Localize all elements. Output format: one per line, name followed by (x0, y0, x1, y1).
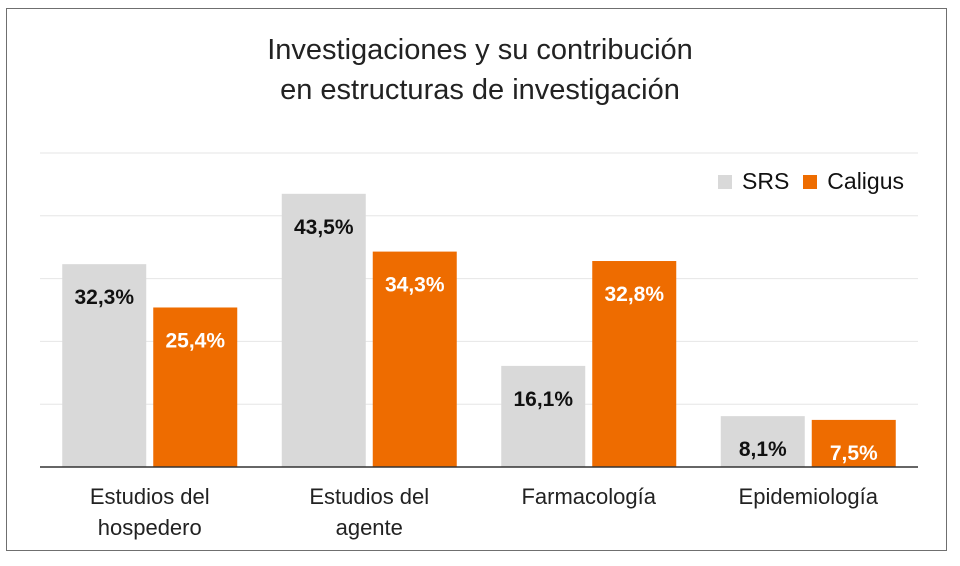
data-label: 34,3% (385, 274, 445, 297)
bar (281, 193, 366, 467)
category-label: Estudios del (90, 484, 210, 509)
bar (372, 251, 457, 467)
category-label: Epidemiología (739, 484, 879, 509)
legend-swatch-caligus (803, 174, 818, 189)
legend-item-srs: SRS (718, 168, 789, 195)
data-label: 8,1% (739, 438, 787, 461)
category-label: hospedero (98, 515, 202, 540)
bar (592, 261, 677, 467)
bar (62, 264, 147, 467)
data-label: 25,4% (165, 329, 225, 352)
category-label: Farmacología (521, 484, 656, 509)
chart-title: Investigaciones y su contribución en est… (0, 30, 960, 110)
chart-legend: SRS Caligus (718, 168, 918, 195)
legend-item-caligus: Caligus (803, 168, 904, 195)
chart-title-line-2: en estructuras de investigación (280, 74, 680, 106)
bar (501, 365, 586, 467)
chart-title-line-1: Investigaciones y su contribución (267, 34, 693, 66)
data-label: 32,3% (74, 286, 134, 309)
legend-label-caligus: Caligus (827, 168, 905, 194)
bar (153, 307, 238, 467)
data-label: 16,1% (513, 388, 573, 411)
category-label: Estudios del (309, 484, 429, 509)
legend-swatch-srs (718, 174, 732, 189)
legend-label-srs: SRS (742, 168, 790, 194)
data-label: 7,5% (830, 442, 878, 465)
category-label: agente (336, 515, 403, 540)
data-label: 32,8% (604, 283, 664, 306)
bar (811, 419, 896, 467)
bar (720, 416, 805, 467)
data-label: 43,5% (294, 216, 354, 239)
